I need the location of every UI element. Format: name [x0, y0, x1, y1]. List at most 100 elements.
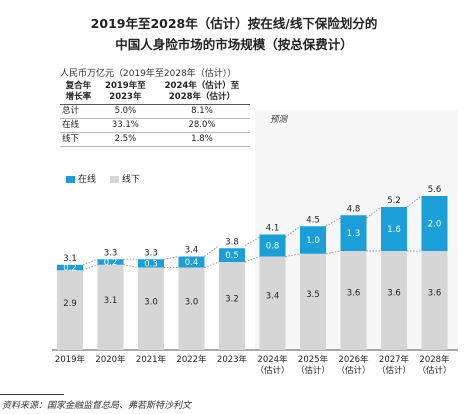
bar-online	[421, 196, 448, 251]
offline-connector-line	[285, 253, 301, 257]
bar-offline	[97, 264, 124, 350]
total-connector-line	[406, 195, 422, 208]
total-connector-line	[285, 225, 301, 238]
bar-offline	[421, 251, 448, 350]
offline-connector-line	[123, 264, 139, 268]
x-tick-label-estimate: （估计）	[336, 365, 370, 376]
legend-swatch-offline	[110, 176, 120, 183]
offline-connector-line	[244, 256, 260, 263]
cagr-row-value: 5.0%	[96, 104, 154, 119]
data-label-offline: 2.9	[63, 299, 77, 309]
data-label-online: 1.0	[306, 236, 320, 246]
bar-offline	[57, 270, 83, 350]
source-note: 资料来源：国家金融监督总局、弗若斯特沙利文	[2, 401, 192, 411]
cagr-row-value: 1.8%	[153, 132, 250, 147]
cagr-row-label: 线下	[60, 132, 97, 147]
bar-offline	[340, 251, 367, 350]
bar-offline	[259, 256, 286, 350]
offline-connector-line	[82, 264, 98, 271]
data-label-online: 0.4	[185, 258, 199, 268]
cagr-header-2019-2023: 2019年至2023年	[96, 80, 154, 105]
data-label-offline: 3.1	[104, 296, 118, 306]
bar-offline	[219, 262, 245, 350]
x-tick-label: 2019年	[55, 354, 86, 365]
total-connector-line	[204, 245, 220, 257]
bar-offline	[138, 267, 164, 350]
legend-label-offline: 线下	[122, 175, 141, 185]
total-connector-line	[244, 236, 260, 246]
x-tick-label: 2024年	[257, 354, 288, 365]
data-label-offline: 3.2	[225, 295, 239, 305]
data-label-total: 5.6	[428, 185, 442, 195]
x-tick-label-estimate: （估计）	[296, 365, 330, 376]
data-label-total: 3.8	[225, 237, 239, 247]
data-label-online: 0.2	[104, 258, 118, 268]
x-tick-label: 2021年	[136, 354, 167, 365]
cagr-header-label: 复合年增长率	[60, 80, 97, 105]
x-tick-label: 2026年	[338, 354, 369, 365]
legend-item-offline: 线下	[110, 172, 140, 185]
data-label-offline: 3.4	[266, 292, 280, 302]
bar-online	[300, 226, 326, 254]
data-label-total: 3.3	[144, 248, 158, 258]
data-label-offline: 3.0	[185, 298, 199, 308]
data-label-offline: 3.5	[306, 290, 320, 300]
bar-online	[340, 215, 367, 251]
data-label-total: 4.5	[306, 215, 320, 225]
x-tick-label: 2023年	[217, 354, 248, 365]
data-label-online: 0.5	[225, 251, 239, 261]
x-tick-label-estimate: （估计）	[255, 365, 289, 376]
legend-item-online: 在线	[66, 172, 96, 185]
cagr-row-value: 33.1%	[96, 118, 154, 133]
bar-online	[259, 234, 286, 257]
total-connector-line	[82, 258, 98, 266]
data-label-offline: 3.0	[144, 298, 158, 308]
data-label-online: 2.0	[428, 220, 442, 230]
bar-online	[219, 248, 245, 262]
data-label-offline: 3.6	[428, 289, 442, 299]
bar-offline	[300, 253, 326, 350]
data-label-online: 0.8	[266, 242, 280, 252]
total-connector-line	[163, 256, 179, 260]
offline-connector-line	[325, 250, 341, 255]
cagr-row-value: 28.0%	[153, 118, 250, 133]
total-connector-line	[325, 217, 341, 227]
bar-online	[138, 259, 164, 268]
chart-title-line-2: 中国人身险市场的市场规模（按总保费计）	[115, 37, 353, 52]
unit-label: 人民币万亿元（2019年至2028年（估计））	[60, 69, 237, 79]
x-tick-label: 2025年	[298, 354, 329, 365]
cagr-row-label: 总计	[60, 104, 97, 119]
x-tick-label-estimate: （估计）	[377, 365, 411, 376]
data-label-total: 4.8	[347, 204, 361, 214]
cagr-row-value: 2.5%	[96, 132, 154, 147]
data-label-offline: 3.6	[387, 289, 401, 299]
x-tick-label: 2020年	[95, 354, 126, 365]
data-label-online: 1.3	[347, 229, 361, 239]
cagr-row-label: 在线	[60, 118, 97, 133]
data-label-online: 0.3	[144, 259, 158, 269]
data-label-total: 3.1	[63, 254, 77, 264]
x-tick-label: 2028年	[419, 354, 450, 365]
cagr-row-value: 8.1%	[153, 104, 250, 119]
bar-online	[97, 259, 124, 265]
bar-online	[381, 207, 407, 251]
bar-online	[178, 256, 205, 268]
legend-swatch-online	[66, 176, 75, 183]
x-tick-label: 2022年	[176, 354, 207, 365]
bar-offline	[178, 267, 205, 350]
x-tick-label: 2027年	[379, 354, 410, 365]
cagr-table: 复合年增长率 2019年至2023年 2024年（估计）至2028年（估计） 总…	[60, 80, 250, 147]
x-tick-label-estimate: （估计）	[417, 365, 451, 376]
legend: 在线 线下	[66, 172, 140, 185]
data-label-online: 1.6	[387, 225, 401, 235]
offline-connector-line	[204, 261, 220, 268]
data-label-total: 3.3	[104, 248, 118, 258]
data-label-offline: 3.6	[347, 289, 361, 299]
legend-label-online: 在线	[78, 175, 97, 185]
data-label-total: 3.4	[185, 246, 199, 256]
total-connector-line	[366, 206, 382, 219]
source-divider	[0, 394, 64, 395]
data-label-online: 0.2	[63, 264, 77, 274]
bar-offline	[381, 251, 407, 350]
